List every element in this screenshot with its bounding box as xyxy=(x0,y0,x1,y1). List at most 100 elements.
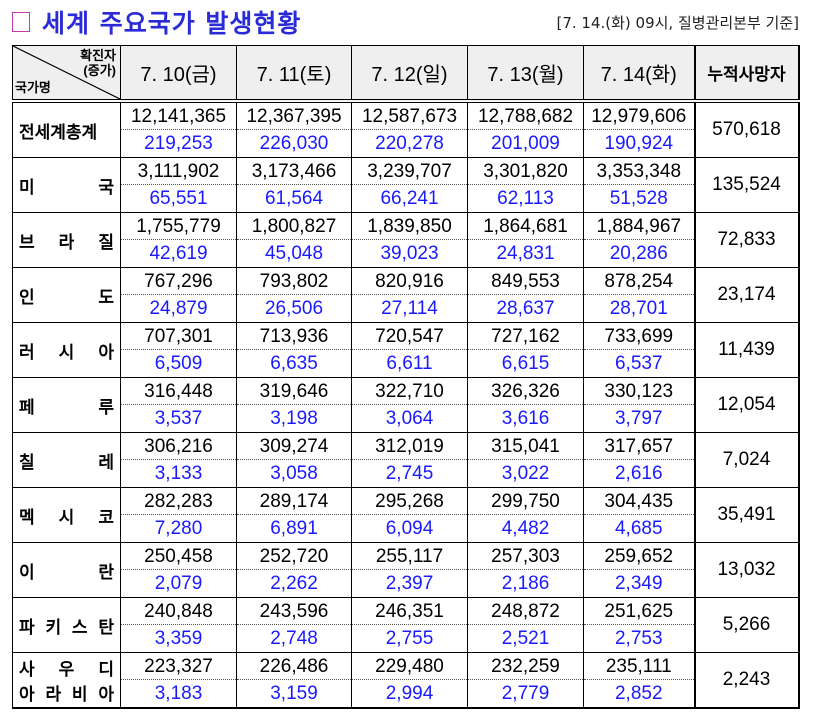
daily-increase: 220,278 xyxy=(375,133,444,154)
deaths-header: 누적사망자 xyxy=(693,45,800,103)
cases-cell: 1,755,779 42,619 xyxy=(120,212,237,268)
cumulative-cases: 295,268 xyxy=(352,488,467,515)
cumulative-cases: 282,283 xyxy=(121,488,236,515)
cumulative-cases: 1,755,779 xyxy=(121,213,236,240)
cumulative-cases: 1,884,967 xyxy=(584,213,694,240)
daily-increase: 24,879 xyxy=(149,298,208,319)
country-name: 미 국 xyxy=(19,177,114,197)
cases-cell: 12,141,365 219,253 xyxy=(120,100,237,158)
daily-increase: 66,241 xyxy=(380,188,439,209)
daily-increase: 3,133 xyxy=(154,463,203,484)
daily-increase: 65,551 xyxy=(149,188,208,209)
date-header: 7. 11(토) xyxy=(236,45,352,103)
cases-cell: 3,301,820 62,113 xyxy=(467,157,584,213)
country-name: 멕 시 코 xyxy=(19,507,114,527)
corner-confirmed-label: 확진자 (증가) xyxy=(80,48,116,78)
cases-cell: 713,936 6,635 xyxy=(236,322,352,378)
cumulative-cases: 316,448 xyxy=(121,378,236,405)
country-name-cell: 인 도 xyxy=(12,267,121,323)
cases-cell: 3,353,348 51,528 xyxy=(583,157,696,213)
cases-cell: 259,652 2,349 xyxy=(583,542,696,598)
cases-cell: 733,699 6,537 xyxy=(583,322,696,378)
country-name-cell: 칠 레 xyxy=(12,432,121,488)
daily-increase: 4,685 xyxy=(614,518,663,539)
country-name-cell: 러 시 아 xyxy=(12,322,121,378)
date-header: 7. 14(화) xyxy=(583,45,695,103)
daily-increase: 6,635 xyxy=(270,353,318,374)
country-name: 전세계총계 xyxy=(19,122,98,142)
cases-cell: 317,657 2,616 xyxy=(583,432,696,488)
cumulative-cases: 232,259 xyxy=(468,653,583,680)
cumulative-cases: 1,839,850 xyxy=(352,213,467,240)
cases-cell: 223,327 3,183 xyxy=(120,652,237,709)
cumulative-cases: 12,367,395 xyxy=(237,103,351,130)
cases-cell: 1,884,967 20,286 xyxy=(583,212,696,268)
daily-increase: 24,831 xyxy=(496,243,555,264)
country-name-cell: 파 키 스 탄 xyxy=(12,597,121,653)
increase-label: (증가) xyxy=(83,63,116,78)
daily-increase: 2,748 xyxy=(270,628,318,649)
cases-cell: 304,435 4,685 xyxy=(583,487,696,543)
daily-increase: 6,615 xyxy=(501,353,550,374)
date-header: 7. 10(금) xyxy=(120,45,237,103)
country-cases-table: 확진자 (증가) 국가명 7. 10(금) 7. 11(토) 7. 12(일) 7… xyxy=(12,45,800,709)
country-name-cell: 브 라 질 xyxy=(12,212,121,268)
cases-cell: 248,872 2,521 xyxy=(467,597,584,653)
daily-increase: 6,611 xyxy=(386,353,433,374)
country-name-cell: 미 국 xyxy=(12,157,121,213)
daily-increase: 2,521 xyxy=(501,628,550,649)
table-row: 전세계총계 12,141,365 219,253 12,367,395 226,030 1… xyxy=(12,100,800,158)
corner-header-cell: 확진자 (증가) 국가명 xyxy=(12,45,121,103)
cumulative-cases: 317,657 xyxy=(584,433,694,460)
table-row: 칠 레 306,216 3,133 309,274 3,058 312,019 2,745 3… xyxy=(12,432,800,488)
daily-increase: 3,198 xyxy=(270,408,318,429)
table-row: 인 도 767,296 24,879 793,802 26,506 820,916 27,1… xyxy=(12,267,800,323)
cases-cell: 727,162 6,615 xyxy=(467,322,584,378)
daily-increase: 6,094 xyxy=(385,518,434,539)
title-text: 세계 주요국가 발생현황 xyxy=(42,9,302,38)
daily-increase: 2,753 xyxy=(614,628,663,649)
cumulative-cases: 257,303 xyxy=(468,543,583,570)
cumulative-cases: 252,720 xyxy=(237,543,351,570)
cases-cell: 849,553 28,637 xyxy=(467,267,584,323)
table-row: 이 란 250,458 2,079 252,720 2,262 255,117 2,397 2… xyxy=(12,542,800,598)
cumulative-deaths: 11,439 xyxy=(694,322,800,378)
table-row: 파 키 스 탄 240,848 3,359 243,596 2,748 246,351 2,… xyxy=(12,597,800,653)
country-name: 아 라 비 아 xyxy=(19,685,114,704)
cumulative-cases: 3,353,348 xyxy=(584,158,694,185)
daily-increase: 51,528 xyxy=(609,188,668,209)
cumulative-cases: 235,111 xyxy=(584,653,694,680)
cases-cell: 240,848 3,359 xyxy=(120,597,237,653)
table-row: 미 국 3,111,902 65,551 3,173,466 61,564 3,239,7… xyxy=(12,157,800,213)
daily-increase: 201,009 xyxy=(491,133,560,154)
country-name-cell: 이 란 xyxy=(12,542,121,598)
daily-increase: 6,537 xyxy=(614,353,663,374)
cases-cell: 330,123 3,797 xyxy=(583,377,696,433)
cases-cell: 243,596 2,748 xyxy=(236,597,352,653)
cumulative-cases: 720,547 xyxy=(352,323,467,350)
daily-increase: 3,022 xyxy=(501,463,550,484)
daily-increase: 2,616 xyxy=(614,463,663,484)
daily-increase: 6,509 xyxy=(154,353,203,374)
table-row: 멕 시 코 282,283 7,280 289,174 6,891 295,268 6,09… xyxy=(12,487,800,543)
cumulative-cases: 878,254 xyxy=(584,268,694,295)
cases-cell: 246,351 2,755 xyxy=(351,597,468,653)
cumulative-cases: 12,979,606 xyxy=(584,103,694,130)
cumulative-cases: 3,301,820 xyxy=(468,158,583,185)
cases-cell: 315,041 3,022 xyxy=(467,432,584,488)
daily-increase: 226,030 xyxy=(259,133,329,154)
cumulative-cases: 12,788,682 xyxy=(468,103,583,130)
cumulative-cases: 255,117 xyxy=(352,543,467,570)
cases-cell: 251,625 2,753 xyxy=(583,597,696,653)
country-name: 브 라 질 xyxy=(19,232,114,252)
cumulative-deaths: 72,833 xyxy=(694,212,800,268)
daily-increase: 4,482 xyxy=(501,518,550,539)
daily-increase: 26,506 xyxy=(264,298,324,319)
cases-cell: 226,486 3,159 xyxy=(236,652,352,709)
cumulative-cases: 250,458 xyxy=(121,543,236,570)
daily-increase: 3,537 xyxy=(154,408,203,429)
cases-cell: 767,296 24,879 xyxy=(120,267,237,323)
cumulative-deaths: 135,524 xyxy=(694,157,800,213)
cumulative-cases: 246,351 xyxy=(352,598,467,625)
